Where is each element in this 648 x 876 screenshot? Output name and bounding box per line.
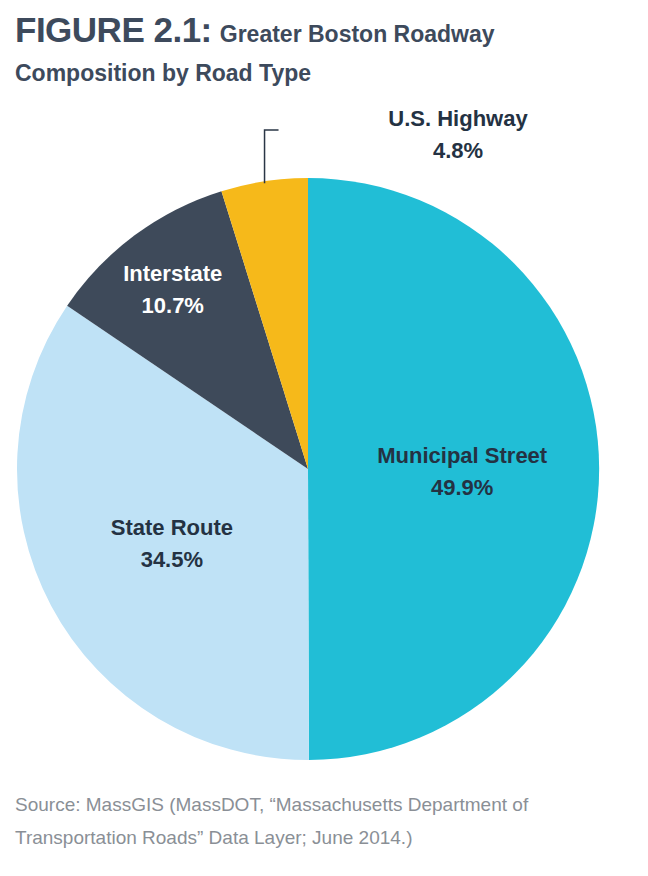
pie-slice — [221, 178, 308, 469]
title-block: FIGURE 2.1:Greater Boston Roadway Compos… — [15, 12, 555, 94]
labels: Municipal Street 49.9% State Route 34.5% Int… — [111, 106, 548, 572]
source-note: Source: MassGIS (MassDOT, “Massachusetts… — [15, 788, 640, 854]
slice-value-label: 34.5% — [141, 547, 203, 572]
slice-value-label: 10.7% — [142, 293, 204, 318]
slice-category-label: Interstate — [123, 261, 222, 286]
slice-value-label: 4.8% — [433, 138, 483, 163]
slice-category-label: State Route — [111, 515, 233, 540]
chart-title: FIGURE 2.1: — [15, 10, 212, 49]
chart-svg: Municipal Street 49.9% State Route 34.5% Int… — [0, 0, 648, 876]
slices — [17, 178, 599, 760]
leader-line — [265, 130, 279, 183]
pie — [17, 178, 599, 760]
slice-category-label: U.S. Highway — [388, 106, 528, 131]
pie-slice — [308, 178, 599, 760]
slice-value-label: 49.9% — [431, 475, 493, 500]
slice-category-label: Municipal Street — [377, 443, 548, 468]
